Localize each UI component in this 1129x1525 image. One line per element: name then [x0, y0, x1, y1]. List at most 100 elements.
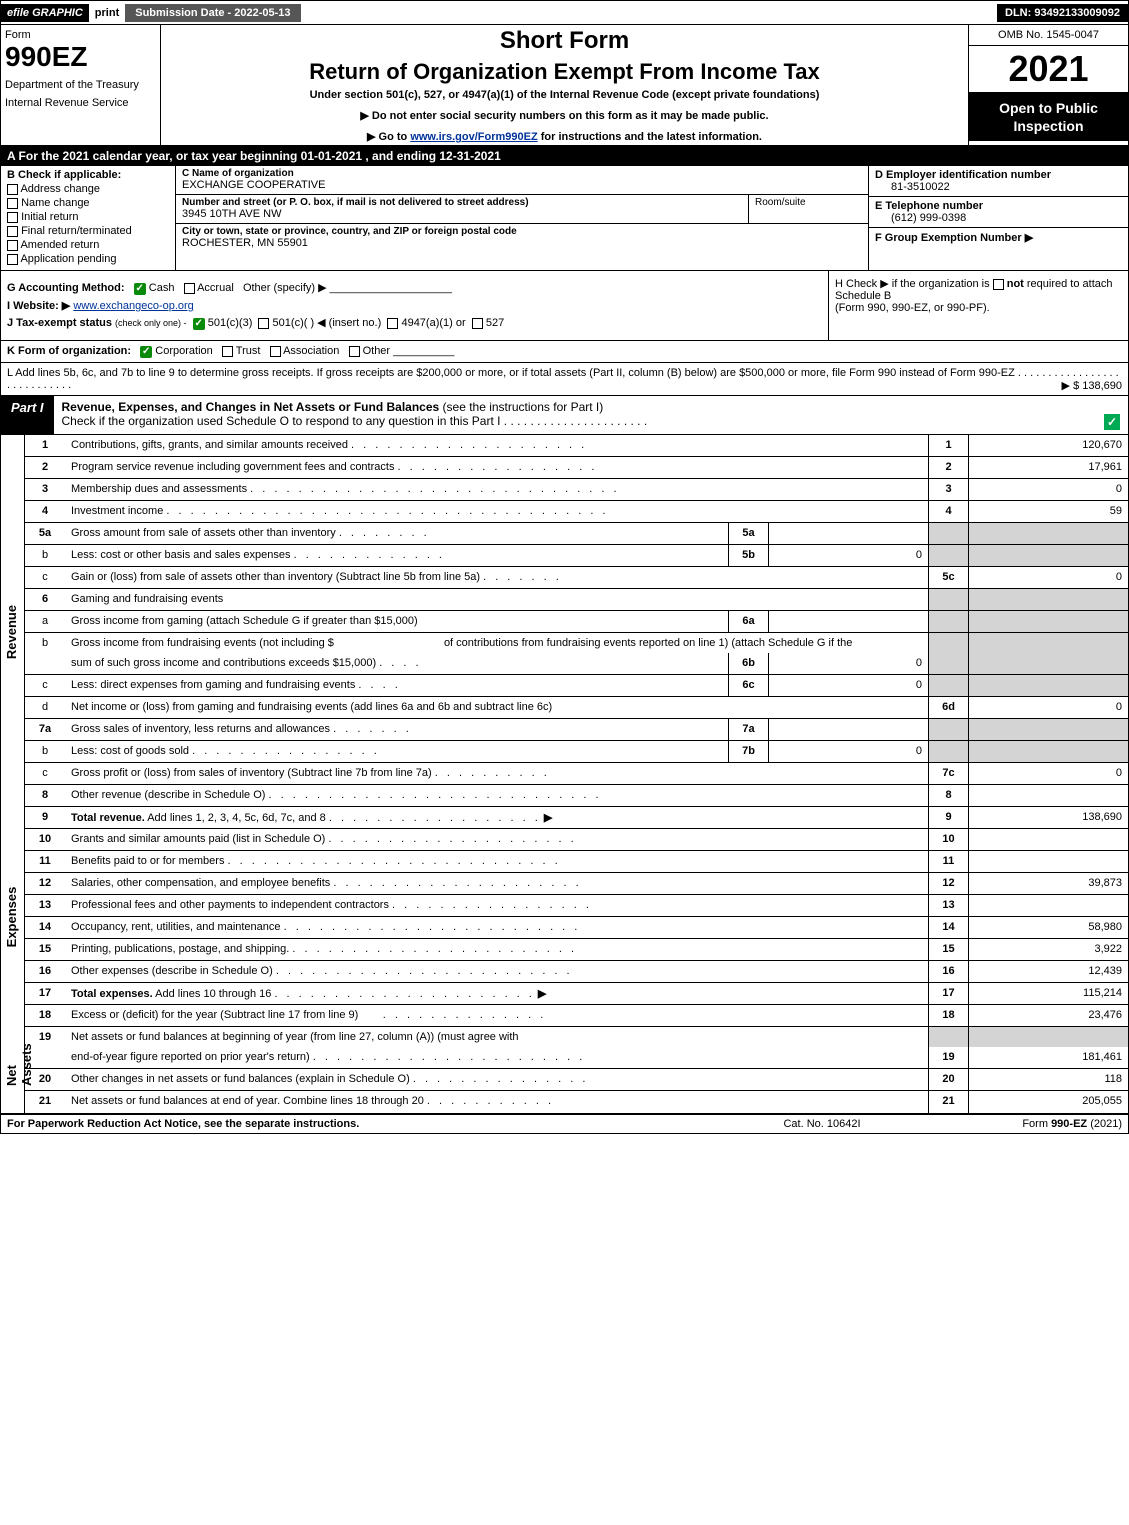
arrow-icon: ▶	[538, 988, 546, 1000]
dots: . . . . . . . . . . . . . . . . . . . . …	[284, 921, 581, 933]
check-name-change[interactable]: Name change	[7, 197, 169, 209]
desc: Gaming and fundraising events	[65, 589, 928, 610]
ln: 15	[25, 939, 65, 960]
desc-text: Gain or (loss) from sale of assets other…	[71, 571, 480, 583]
desc: Other expenses (describe in Schedule O) …	[65, 961, 928, 982]
desc: Contributions, gifts, grants, and simila…	[65, 435, 928, 456]
other-label: Other (specify) ▶	[243, 282, 327, 294]
checkbox-icon	[993, 279, 1004, 290]
goto-pre: ▶ Go to	[367, 131, 410, 143]
cash-label: Cash	[149, 282, 175, 294]
desc: Other changes in net assets or fund bala…	[65, 1069, 928, 1090]
num: 9	[928, 807, 968, 828]
form-bold: 990-EZ	[1051, 1118, 1087, 1130]
ln: 7a	[25, 719, 65, 740]
ln: 13	[25, 895, 65, 916]
amt: 118	[968, 1069, 1128, 1090]
ln: 12	[25, 873, 65, 894]
num: 4	[928, 501, 968, 522]
dots: . . . . . . . . . . . . . . . . . . . . …	[276, 965, 573, 977]
header-left: Form 990EZ Department of the Treasury In…	[1, 25, 161, 145]
ein-value: 81-3510022	[875, 181, 1122, 193]
website-link[interactable]: www.exchangeco-op.org	[73, 300, 193, 312]
amt: 0	[968, 479, 1128, 500]
subval: 0	[768, 653, 928, 674]
j-501c: 501(c)( ) ◀ (insert no.)	[273, 317, 382, 329]
city-label: City or town, state or province, country…	[176, 224, 868, 237]
k-label: K Form of organization:	[7, 345, 131, 357]
checkbox-icon	[387, 318, 398, 329]
dots: . . . . . . .	[333, 723, 412, 735]
num: 17	[928, 983, 968, 1004]
check-amended[interactable]: Amended return	[7, 239, 169, 251]
revenue-sidebar: Revenue	[1, 435, 25, 829]
dots: . . . . . . . . . . .	[427, 1095, 554, 1107]
accounting-method: G Accounting Method: ✓ Cash Accrual Othe…	[7, 281, 822, 295]
num: 10	[928, 829, 968, 850]
line-17: 17 Total expenses. Add lines 10 through …	[25, 983, 1128, 1005]
section-d-e-f: D Employer identification number 81-3510…	[868, 166, 1128, 270]
subval: 0	[768, 545, 928, 566]
sublbl: 6b	[728, 653, 768, 674]
form-990ez-page: efile GRAPHIC print Submission Date - 20…	[0, 0, 1129, 1134]
num: 6d	[928, 697, 968, 718]
net-assets-content: 18 Excess or (deficit) for the year (Sub…	[25, 1005, 1128, 1113]
desc-text2: of contributions from fundraising events…	[444, 637, 852, 649]
amt: 0	[968, 697, 1128, 718]
print-link[interactable]: print	[89, 4, 125, 22]
check-app-pending[interactable]: Application pending	[7, 253, 169, 265]
check-address-change[interactable]: Address change	[7, 183, 169, 195]
tax-exempt-line: J Tax-exempt status (check only one) - ✓…	[7, 316, 822, 330]
desc-text: Grants and similar amounts paid (list in…	[71, 833, 325, 845]
check-initial-return[interactable]: Initial return	[7, 211, 169, 223]
line-19-part2: end-of-year figure reported on prior yea…	[25, 1047, 1128, 1069]
desc: Professional fees and other payments to …	[65, 895, 928, 916]
num: 19	[928, 1047, 968, 1068]
ln: c	[25, 675, 65, 696]
check-final-return[interactable]: Final return/terminated	[7, 225, 169, 237]
k-corp: Corporation	[155, 345, 212, 357]
checkbox-icon	[7, 226, 18, 237]
checkbox-icon	[7, 240, 18, 251]
desc-text: Gross profit or (loss) from sales of inv…	[71, 767, 432, 779]
street-value: 3945 10TH AVE NW	[176, 208, 748, 223]
section-g-i-j: G Accounting Method: ✓ Cash Accrual Othe…	[1, 271, 828, 340]
return-title: Return of Organization Exempt From Incom…	[167, 59, 962, 85]
num: 13	[928, 895, 968, 916]
dots: . . . . . . . . . . . . . . . . . .	[329, 812, 541, 824]
amt-grey	[968, 545, 1128, 566]
dots: . . . . . . . . . . . . . . . . . . . . …	[228, 855, 561, 867]
part-1-title-rest: (see the instructions for Part I)	[439, 400, 603, 414]
org-name: EXCHANGE COOPERATIVE	[176, 179, 868, 194]
submission-date: Submission Date - 2022-05-13	[125, 4, 300, 22]
amt-grey	[968, 1027, 1128, 1047]
chk-label: Initial return	[21, 211, 78, 223]
revenue-section: Revenue 1 Contributions, gifts, grants, …	[1, 435, 1128, 829]
subval: 0	[768, 675, 928, 696]
amt: 17,961	[968, 457, 1128, 478]
num: 7c	[928, 763, 968, 784]
chk-label: Final return/terminated	[21, 225, 132, 237]
j-501c3: 501(c)(3)	[208, 317, 253, 329]
org-name-row: C Name of organization EXCHANGE COOPERAT…	[176, 166, 868, 195]
desc: Gross income from fundraising events (no…	[65, 633, 928, 653]
chk-label: Address change	[20, 183, 100, 195]
desc-text: Net assets or fund balances at end of ye…	[71, 1095, 424, 1107]
num: 14	[928, 917, 968, 938]
subval	[768, 719, 928, 740]
desc-text: Excess or (deficit) for the year (Subtra…	[71, 1009, 358, 1021]
desc: Net assets or fund balances at end of ye…	[65, 1091, 928, 1113]
goto-link[interactable]: www.irs.gov/Form990EZ	[410, 131, 537, 143]
section-g-h: G Accounting Method: ✓ Cash Accrual Othe…	[1, 271, 1128, 341]
desc-text: end-of-year figure reported on prior yea…	[71, 1051, 310, 1063]
sublbl: 7b	[728, 741, 768, 762]
cat-no: Cat. No. 10642I	[722, 1118, 922, 1130]
desc-text: Other changes in net assets or fund bala…	[71, 1073, 410, 1085]
num-grey	[928, 653, 968, 674]
city-value: ROCHESTER, MN 55901	[176, 237, 868, 252]
line-4: 4 Investment income . . . . . . . . . . …	[25, 501, 1128, 523]
net-assets-section: Net Assets 18 Excess or (deficit) for th…	[1, 1005, 1128, 1115]
top-bar: efile GRAPHIC print Submission Date - 20…	[1, 1, 1128, 25]
num: 1	[928, 435, 968, 456]
line-6a: a Gross income from gaming (attach Sched…	[25, 611, 1128, 633]
